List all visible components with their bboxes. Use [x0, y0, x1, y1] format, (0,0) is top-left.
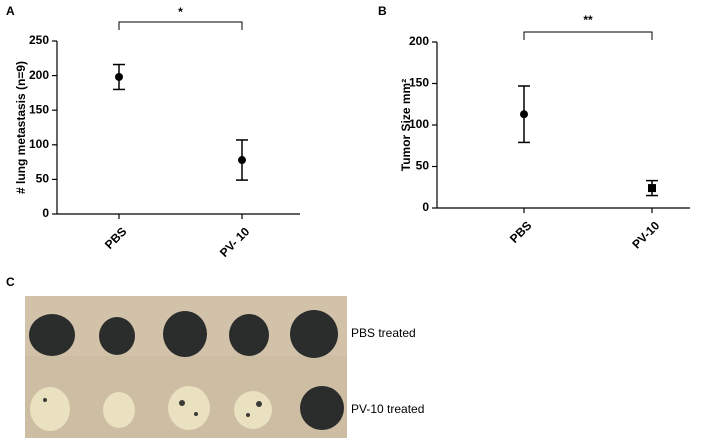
- y-tick-label: 200: [409, 34, 429, 48]
- y-tick-label: 0: [422, 200, 429, 214]
- significance-label: *: [178, 5, 183, 19]
- photo-label: PV-10 treated: [351, 402, 424, 416]
- significance-label: **: [583, 13, 593, 27]
- significance-bracket: [118, 21, 243, 30]
- y-tick-label: 150: [29, 102, 49, 116]
- x-tick-label: PV-10: [629, 218, 662, 251]
- panel-label: A: [6, 4, 15, 18]
- y-tick-label: 50: [416, 159, 430, 173]
- y-tick-label: 50: [36, 172, 50, 186]
- significance-bracket: [523, 31, 653, 40]
- y-axis-label: # lung metastasis (n=9): [14, 61, 28, 194]
- marker: [238, 156, 246, 165]
- y-tick-label: 250: [29, 33, 49, 47]
- y-tick-label: 100: [409, 117, 429, 131]
- y-tick-label: 100: [29, 137, 49, 151]
- y-tick-label: 150: [409, 76, 429, 90]
- marker: [520, 110, 528, 119]
- x-tick-label: PBS: [507, 218, 534, 245]
- y-axis-label: Tumor Size mm²: [399, 79, 413, 171]
- panel-label: C: [6, 275, 15, 289]
- marker: [648, 184, 656, 193]
- x-tick-label: PBS: [102, 224, 129, 251]
- y-tick-label: 200: [29, 68, 49, 82]
- y-tick-label: 0: [42, 206, 49, 220]
- photo: [25, 296, 347, 438]
- panel-label: B: [378, 4, 387, 18]
- marker: [115, 72, 123, 81]
- photo-label: PBS treated: [351, 326, 416, 340]
- x-tick-label: PV- 10: [217, 224, 253, 260]
